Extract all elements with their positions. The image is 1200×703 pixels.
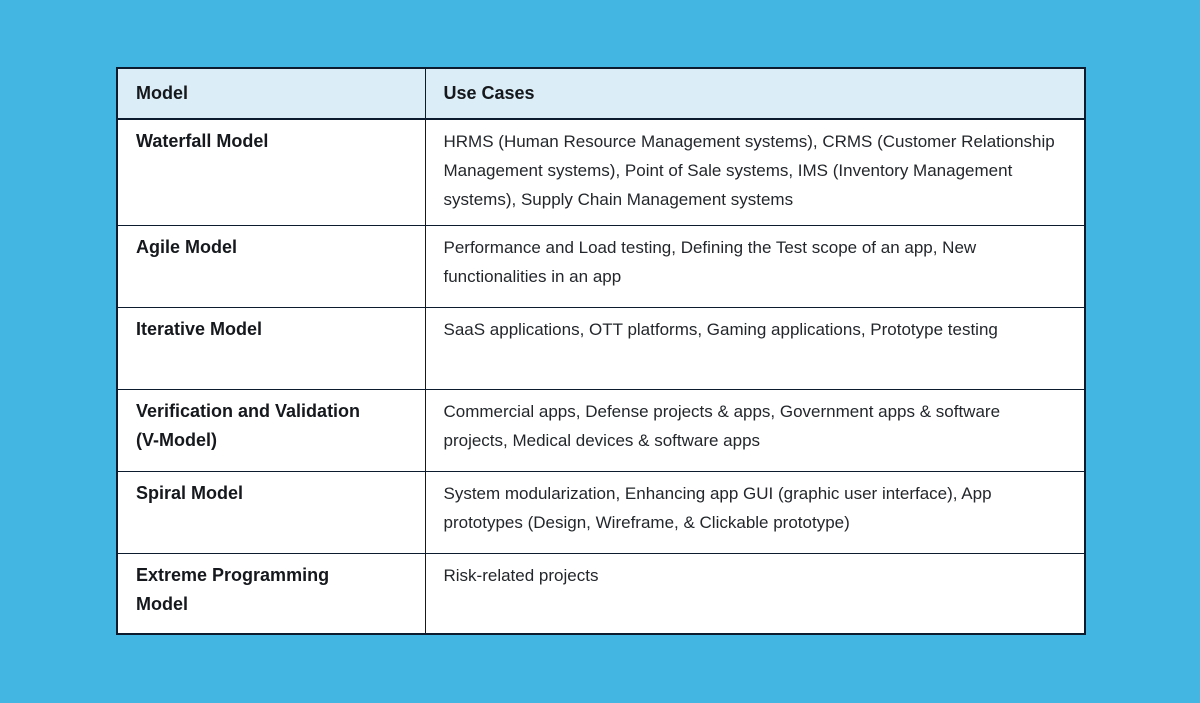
table-row: Verification and Validation (V-Model) Co…	[116, 388, 1086, 472]
use-cases-cell: Risk-related projects	[424, 552, 1086, 635]
header-row: Model Use Cases	[116, 67, 1086, 120]
column-header-use-cases: Use Cases	[424, 67, 1086, 120]
table-row: Agile Model Performance and Load testing…	[116, 224, 1086, 308]
table-row: Spiral Model System modularization, Enha…	[116, 470, 1086, 554]
models-use-cases-table: Model Use Cases Waterfall Model HRMS (Hu…	[116, 67, 1086, 635]
use-cases-cell: Performance and Load testing, Defining t…	[424, 224, 1086, 308]
table-body: Waterfall Model HRMS (Human Resource Man…	[116, 118, 1086, 635]
use-cases-cell: SaaS applications, OTT platforms, Gaming…	[424, 306, 1086, 390]
use-cases-cell: Commercial apps, Defense projects & apps…	[424, 388, 1086, 472]
model-cell: Spiral Model	[116, 470, 426, 554]
table-row: Iterative Model SaaS applications, OTT p…	[116, 306, 1086, 390]
model-cell: Iterative Model	[116, 306, 426, 390]
models-use-cases-table-container: Model Use Cases Waterfall Model HRMS (Hu…	[116, 67, 1086, 635]
table-row: Waterfall Model HRMS (Human Resource Man…	[116, 118, 1086, 226]
table-header: Model Use Cases	[116, 67, 1086, 120]
model-cell: Extreme Programming Model	[116, 552, 426, 635]
model-cell: Agile Model	[116, 224, 426, 308]
use-cases-cell: System modularization, Enhancing app GUI…	[424, 470, 1086, 554]
model-cell: Verification and Validation (V-Model)	[116, 388, 426, 472]
model-cell: Waterfall Model	[116, 118, 426, 226]
use-cases-cell: HRMS (Human Resource Management systems)…	[424, 118, 1086, 226]
column-header-model: Model	[116, 67, 426, 120]
table-row: Extreme Programming Model Risk-related p…	[116, 552, 1086, 635]
